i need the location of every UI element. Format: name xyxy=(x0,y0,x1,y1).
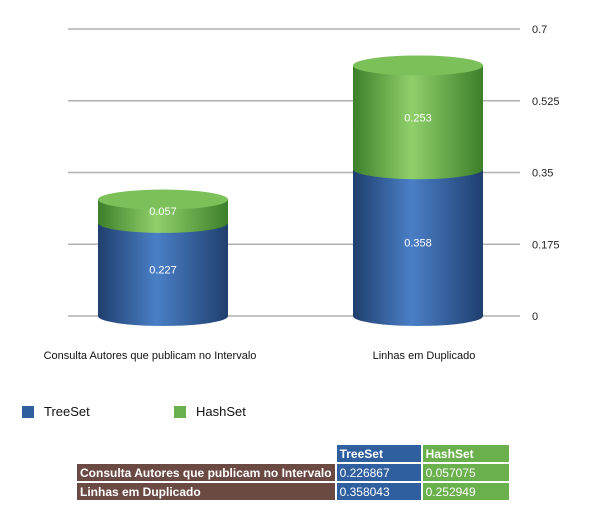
table-row: Linhas em Duplicado 0.358043 0.252949 xyxy=(77,483,509,500)
table-row-label: Consulta Autores que publicam no Interva… xyxy=(77,464,335,481)
chart: 0 0.175 0.35 0.525 0.7 0.227 0.057 Consulta Au… xyxy=(44,24,560,362)
table-cell-hashset: 0.252949 xyxy=(422,483,509,500)
table-cell-treeset: 0.226867 xyxy=(336,464,421,481)
data-label: 0.253 xyxy=(404,112,432,124)
bar-segment-treeset xyxy=(353,169,483,326)
data-label: 0.227 xyxy=(149,264,177,276)
table-row: Consulta Autores que publicam no Interva… xyxy=(77,464,509,481)
table-row-label: Linhas em Duplicado xyxy=(77,483,335,500)
table-cell-hashset: 0.057075 xyxy=(422,464,509,481)
table-cell-treeset: 0.358043 xyxy=(336,483,421,500)
y-tick-label: 0.525 xyxy=(532,96,560,108)
bar-top-cap xyxy=(98,189,228,210)
legend-label-treeset: TreeSet xyxy=(44,404,90,419)
x-category-label: Consulta Autores que publicam no Interva… xyxy=(44,350,257,362)
bar-segment-hashset xyxy=(353,65,483,180)
table-corner xyxy=(77,445,335,462)
hashset-swatch xyxy=(174,405,186,418)
legend-item-hashset: HashSet xyxy=(174,404,246,419)
table-header-row: TreeSet HashSet xyxy=(77,445,509,462)
data-table: TreeSet HashSet Consulta Autores que pub… xyxy=(75,443,511,502)
x-category-label: Linhas em Duplicado xyxy=(373,350,476,362)
data-label: 0.057 xyxy=(149,206,177,218)
y-tick-label: 0.7 xyxy=(532,24,547,36)
treeset-swatch xyxy=(22,405,34,418)
y-tick-label: 0.35 xyxy=(532,168,553,180)
data-label: 0.358 xyxy=(404,238,432,250)
legend-label-hashset: HashSet xyxy=(196,404,246,419)
table-header-treeset: TreeSet xyxy=(336,445,421,462)
table-header-hashset: HashSet xyxy=(422,445,509,462)
legend-item-treeset: TreeSet xyxy=(22,404,90,419)
bar-segment-treeset xyxy=(98,222,228,326)
y-tick-label: 0 xyxy=(532,311,538,323)
bar-top-cap xyxy=(353,55,483,76)
y-tick-label: 0.175 xyxy=(532,239,560,251)
